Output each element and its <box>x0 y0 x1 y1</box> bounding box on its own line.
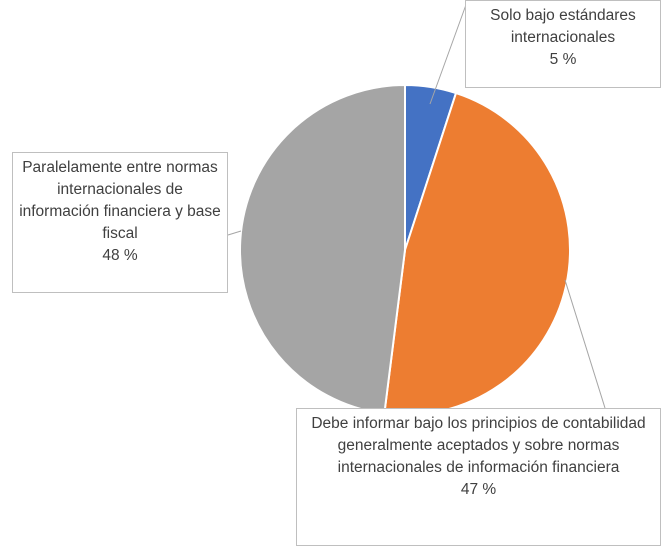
category-label: Debe informar bajo los principios de con… <box>311 415 646 476</box>
data-label: Debe informar bajo los principios de con… <box>296 408 661 546</box>
leader-line <box>564 279 606 409</box>
data-label: Paralelamente entre normas internacional… <box>12 152 228 293</box>
value-label: 47 % <box>460 481 497 498</box>
category-label: Solo bajo estándares internacionales <box>490 7 636 46</box>
pie-slice <box>239 83 406 415</box>
value-label: 5 % <box>549 51 577 68</box>
category-label: Paralelamente entre normas internacional… <box>19 159 221 242</box>
data-label: Solo bajo estándares internacionales 5 % <box>465 0 661 88</box>
leader-line <box>429 1 468 105</box>
leader-line <box>227 230 242 236</box>
value-label: 48 % <box>102 247 138 264</box>
